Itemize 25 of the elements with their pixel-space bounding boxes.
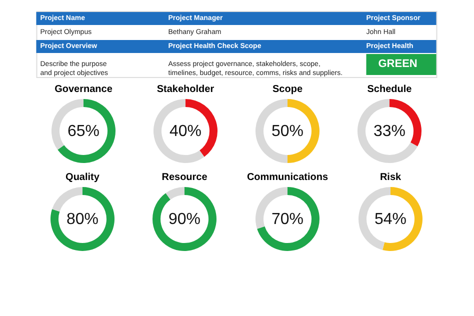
- donut-slice: [154, 99, 204, 163]
- text: 90%: [168, 211, 201, 228]
- text: 54%: [374, 211, 407, 228]
- donut-slice: [152, 187, 216, 251]
- text: 40%: [169, 123, 202, 140]
- text: 65%: [67, 123, 100, 140]
- donut-slice: [52, 187, 82, 212]
- chart-title: Stakeholder: [156, 84, 214, 95]
- donut-slice: [50, 187, 114, 251]
- donut-slice: [58, 99, 116, 163]
- text: 33%: [373, 123, 406, 140]
- donut-slice: [166, 187, 184, 200]
- chart-title: Quality: [66, 172, 100, 183]
- text: 50%: [271, 123, 304, 140]
- donut-slice: [257, 187, 320, 251]
- chart-title: Governance: [54, 84, 113, 95]
- donut-slice: [358, 99, 418, 163]
- text: 80%: [66, 211, 99, 228]
- chart-title: Communications: [246, 172, 328, 183]
- chart-title: Scope: [272, 84, 303, 95]
- chart-title: Resource: [162, 172, 208, 183]
- text: 70%: [271, 211, 304, 228]
- text: GREEN: [378, 58, 418, 70]
- chart-title: Risk: [380, 172, 402, 183]
- chart-title: Schedule: [367, 84, 412, 95]
